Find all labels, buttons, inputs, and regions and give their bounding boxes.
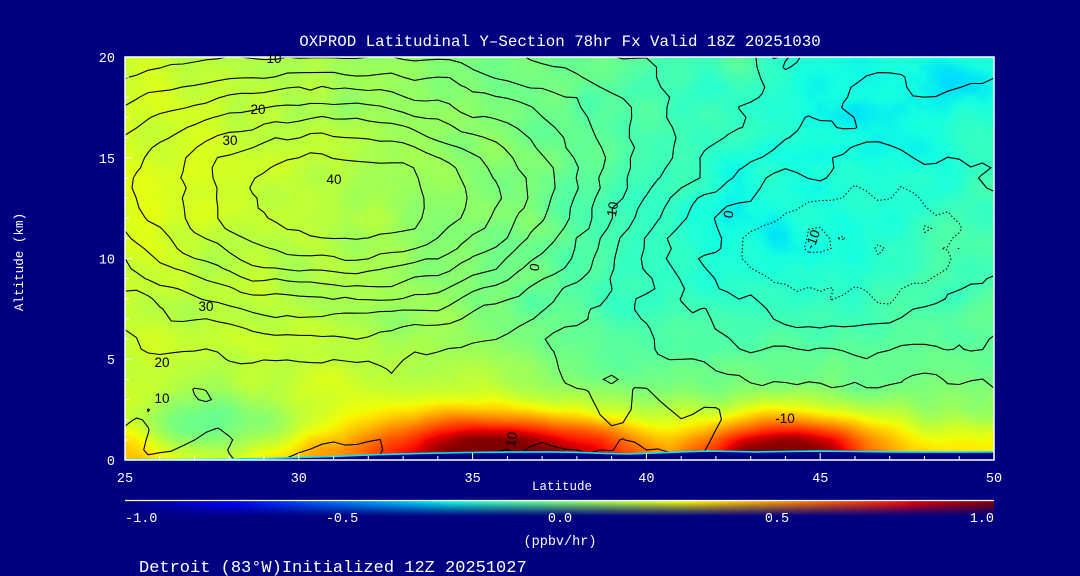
svg-text:1.0: 1.0 [970, 512, 994, 527]
svg-text:20: 20 [99, 52, 115, 67]
svg-text:35: 35 [464, 472, 480, 487]
svg-text:Altitude (km): Altitude (km) [13, 213, 27, 311]
svg-text:0: 0 [721, 209, 737, 219]
svg-text:OXPROD Latitudinal Y–Section 7: OXPROD Latitudinal Y–Section 78hr Fx Val… [299, 33, 820, 51]
svg-text:10: 10 [604, 201, 621, 218]
svg-text:30: 30 [198, 299, 213, 314]
svg-text:50: 50 [986, 472, 1002, 487]
svg-text:0.5: 0.5 [765, 512, 789, 527]
svg-text:0: 0 [527, 262, 543, 272]
svg-text:-10: -10 [802, 228, 823, 251]
svg-text:0: 0 [107, 455, 115, 470]
svg-text:20: 20 [154, 355, 169, 370]
svg-text:30: 30 [222, 133, 237, 148]
svg-text:-1.0: -1.0 [125, 512, 157, 527]
svg-text:(ppbv/hr): (ppbv/hr) [524, 535, 597, 550]
svg-text:10: 10 [266, 51, 281, 66]
svg-text:15: 15 [99, 153, 115, 168]
svg-text:10: 10 [99, 254, 115, 269]
svg-text:0.0: 0.0 [548, 512, 572, 527]
svg-text:20: 20 [250, 102, 265, 117]
svg-text:40: 40 [326, 172, 341, 187]
svg-text:45: 45 [812, 472, 828, 487]
svg-text:10: 10 [503, 431, 520, 448]
svg-text:40: 40 [638, 472, 654, 487]
svg-text:Detroit (83°W)Initialized 12Z: Detroit (83°W)Initialized 12Z 20251027 [139, 559, 527, 576]
svg-text:-10: -10 [775, 411, 795, 426]
svg-text:Latitude: Latitude [532, 480, 592, 494]
svg-text:10: 10 [154, 391, 169, 406]
svg-text:-0.5: -0.5 [326, 512, 358, 527]
svg-text:5: 5 [107, 354, 115, 369]
svg-text:30: 30 [291, 472, 307, 487]
svg-text:25: 25 [117, 472, 133, 487]
